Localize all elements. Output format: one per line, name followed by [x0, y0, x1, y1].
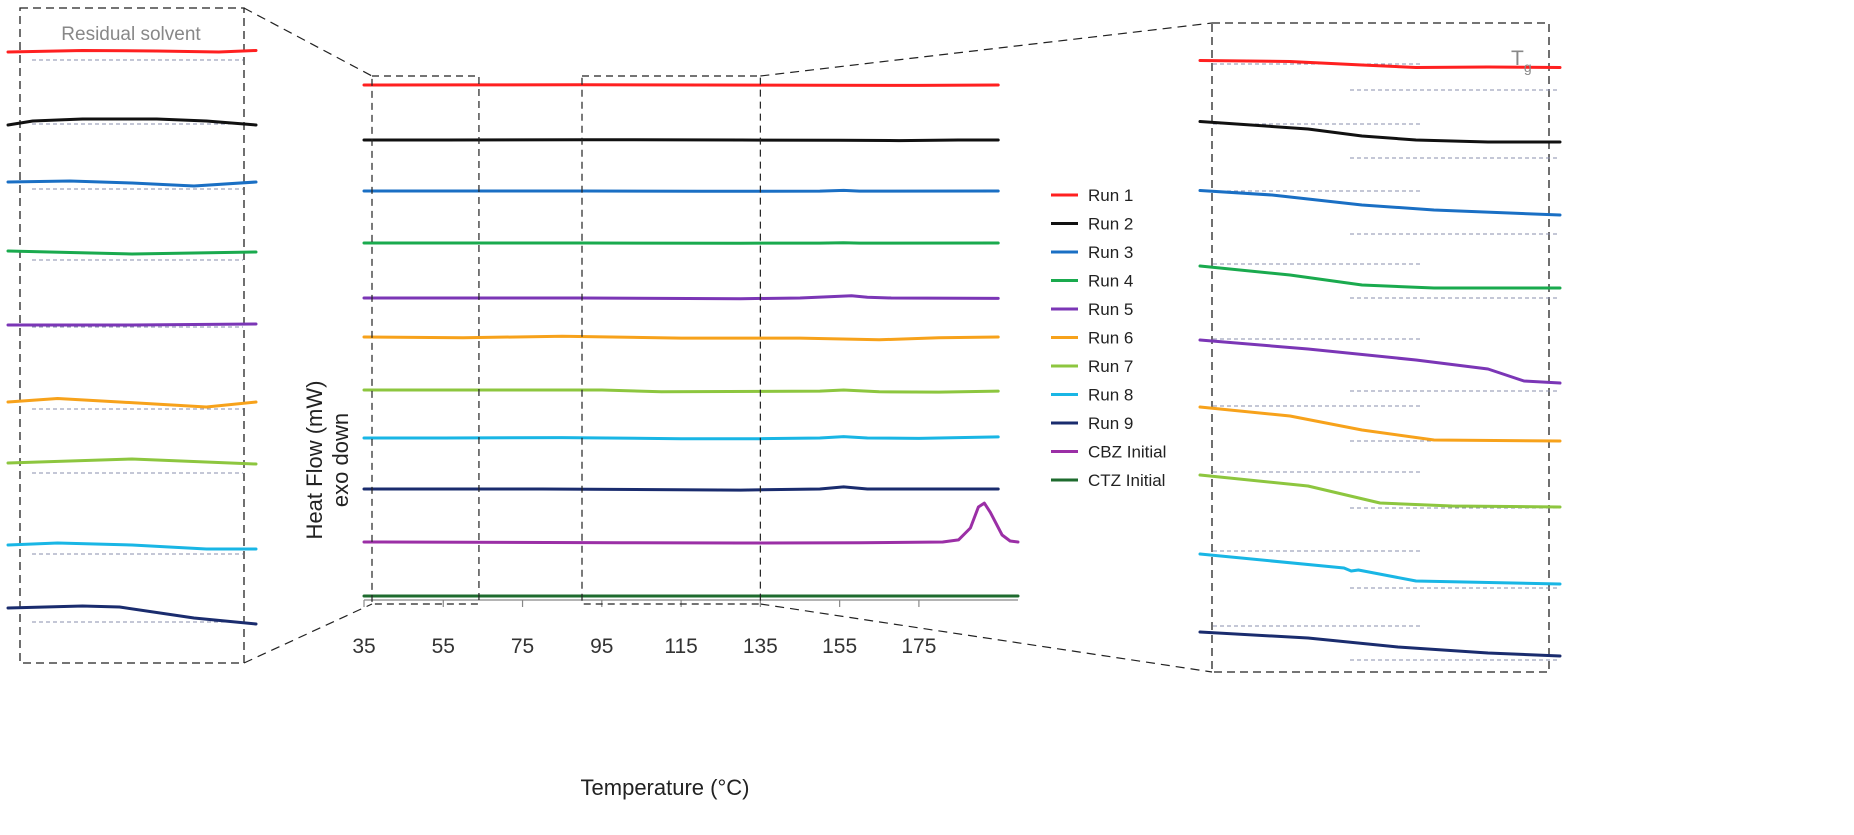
right-inset-label-sub: g [1524, 59, 1532, 75]
left-inset-series-line-run-9 [6, 604, 258, 626]
x-tick-label-75: 75 [511, 635, 534, 658]
left-inset-panel [6, 7, 258, 664]
right-inset-series-line-run-6 [1198, 405, 1562, 443]
right-inset-label-main: T [1511, 47, 1524, 70]
x-tick-label-155: 155 [822, 635, 857, 658]
legend-label-run-8: Run 8 [1088, 386, 1133, 405]
left-inset-series-line-run-6 [6, 397, 258, 409]
right-inset-series-line-run-2 [1198, 120, 1562, 144]
right-connector-bottom [760, 603, 1213, 673]
legend-label-run-5: Run 5 [1088, 300, 1133, 319]
left-inset-series-line-run-1 [6, 49, 258, 54]
main-series-line-run-7 [362, 388, 1000, 394]
main-series-line-run-8 [362, 435, 1000, 441]
legend: Run 1 Run 2 Run 3 Run 4 Run 5 Run 6 Run 7 Run 8… [1051, 186, 1166, 490]
legend-label-run-2: Run 2 [1088, 215, 1133, 234]
right-inset-series-line-run-1 [1198, 59, 1562, 69]
x-tick-label-175: 175 [901, 635, 936, 658]
main-plot-area: 35 55 75 95 115 135 155 175 [352, 75, 1020, 658]
right-connector-top [760, 22, 1213, 77]
x-tick-label-95: 95 [590, 635, 613, 658]
legend-label-run-6: Run 6 [1088, 329, 1133, 348]
x-tick-label-55: 55 [432, 635, 455, 658]
right-inset-series-line-run-5 [1198, 338, 1562, 385]
left-inset-series-line-run-8 [6, 541, 258, 551]
left-inset-series-line-run-5 [6, 322, 258, 327]
right-inset-series-line-run-7 [1198, 473, 1562, 509]
left-zoom-window [371, 75, 480, 605]
left-inset-series-line-run-3 [6, 179, 258, 188]
x-tick-label-115: 115 [664, 635, 697, 658]
right-zoom-window [581, 75, 761, 605]
legend-label-ctz-initial: CTZ Initial [1088, 471, 1165, 490]
main-series-line-run-1 [362, 83, 1000, 87]
right-inset-series-line-run-8 [1198, 552, 1562, 586]
right-inset-panel [1198, 22, 1562, 673]
right-inset-label: Tg [1511, 47, 1532, 75]
left-inset-series-line-run-4 [6, 249, 258, 256]
right-inset-series-line-run-3 [1198, 189, 1562, 217]
main-series-line-run-2 [362, 138, 1000, 143]
main-series-line-run-5 [362, 294, 1000, 301]
legend-label-run-1: Run 1 [1088, 186, 1133, 205]
right-inset-series-line-run-9 [1198, 630, 1562, 658]
main-series-line-run-3 [362, 188, 1000, 193]
left-inset-label: Residual solvent [61, 24, 201, 45]
y-axis-subtitle: exo down [328, 413, 353, 507]
left-connector-top [243, 7, 373, 77]
x-tick-label-135: 135 [743, 635, 778, 658]
main-series-line-cbz-initial [362, 501, 1020, 545]
left-inset-series-line-run-7 [6, 457, 258, 466]
right-inset-series-line-run-4 [1198, 264, 1562, 290]
x-axis-title: Temperature (°C) [581, 775, 750, 800]
left-inset-series-line-run-2 [6, 117, 258, 127]
left-inset-frame [19, 7, 245, 664]
main-series-line-run-6 [362, 334, 1000, 342]
legend-label-run-9: Run 9 [1088, 414, 1133, 433]
main-series-line-run-4 [362, 241, 1000, 245]
legend-label-cbz-initial: CBZ Initial [1088, 443, 1166, 462]
legend-label-run-4: Run 4 [1088, 272, 1133, 291]
legend-label-run-7: Run 7 [1088, 357, 1133, 376]
y-axis-title: Heat Flow (mW) [302, 381, 327, 540]
left-connector-bottom [243, 603, 373, 664]
main-series-line-run-9 [362, 485, 1000, 492]
zoom-connectors [243, 7, 1213, 673]
x-tick-label-35: 35 [352, 635, 375, 658]
legend-label-run-3: Run 3 [1088, 243, 1133, 262]
